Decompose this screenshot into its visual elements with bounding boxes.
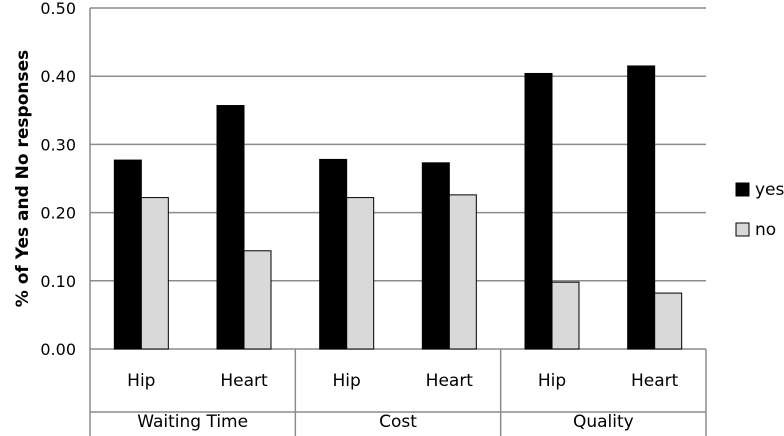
legend-label-yes: yes xyxy=(755,180,784,200)
bar-yes xyxy=(627,65,656,350)
x-category-label: Heart xyxy=(426,371,474,391)
x-group-label: Waiting Time xyxy=(137,412,248,432)
x-category-label: Hip xyxy=(538,371,566,391)
bar-yes xyxy=(216,105,245,350)
y-tick-label: 0.20 xyxy=(40,204,76,223)
x-group-label: Quality xyxy=(573,412,634,432)
y-tick-label: 0.10 xyxy=(40,272,76,291)
bar-no xyxy=(140,197,169,350)
x-category-label: Hip xyxy=(333,371,361,391)
x-category-label: Hip xyxy=(127,371,155,391)
bar-no xyxy=(243,250,272,350)
y-tick-label: 0.00 xyxy=(40,340,76,359)
y-tick-label: 0.30 xyxy=(40,135,76,154)
y-axis-label: % of Yes and No responses xyxy=(13,50,33,308)
bar-no xyxy=(654,292,683,350)
x-group-label: Cost xyxy=(379,412,417,432)
y-tick-label: 0.40 xyxy=(40,67,76,86)
legend-label-no: no xyxy=(755,220,776,240)
bar-yes xyxy=(421,162,450,350)
bar-no xyxy=(551,281,580,350)
bar-yes xyxy=(524,72,553,350)
legend-swatch-yes xyxy=(735,182,750,197)
x-category-label: Heart xyxy=(220,371,268,391)
x-category-label: Heart xyxy=(631,371,679,391)
legend-swatch-no xyxy=(735,222,750,237)
bar-no xyxy=(346,197,375,350)
y-tick-label: 0.50 xyxy=(40,0,76,18)
bar-yes xyxy=(319,158,348,350)
bar-yes xyxy=(113,159,142,350)
bar-no xyxy=(448,194,477,350)
